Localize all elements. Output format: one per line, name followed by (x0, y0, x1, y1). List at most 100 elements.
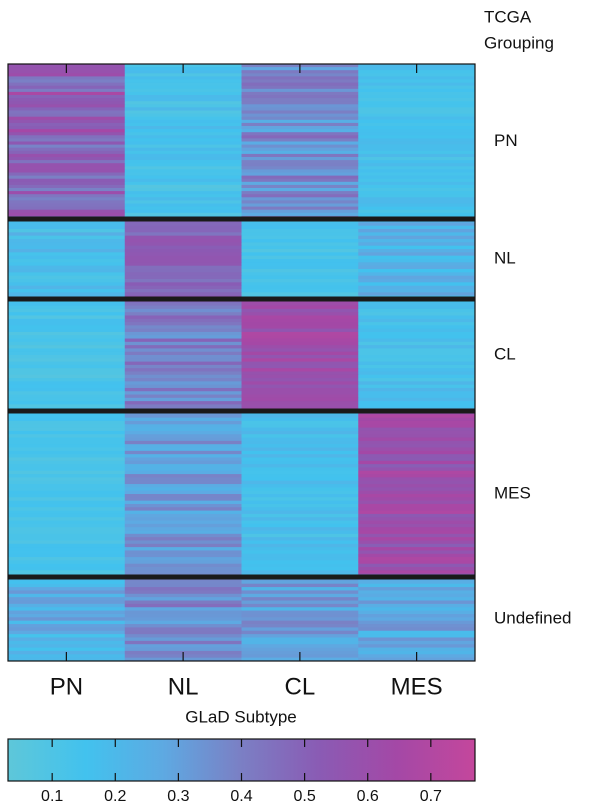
heatmap-cell (241, 206, 359, 211)
heatmap-cell (358, 141, 476, 146)
heatmap-cell (241, 141, 359, 146)
heatmap-cell (358, 460, 476, 465)
heatmap-cell (8, 282, 126, 287)
heatmap-cell (124, 627, 242, 632)
heatmap-cell (124, 184, 242, 189)
heatmap-cell (124, 135, 242, 139)
heatmap-cell (358, 494, 476, 498)
heatmap-cell (8, 184, 126, 189)
heatmap-cell (124, 113, 242, 118)
colorbar-tick-label: 0.2 (104, 788, 126, 805)
heatmap-cell (241, 517, 359, 522)
heatmap-cell (124, 553, 242, 558)
heatmap-cell (358, 540, 476, 545)
heatmap-cell (241, 104, 359, 108)
heatmap-cell (8, 464, 126, 468)
heatmap-cell (241, 543, 359, 548)
heatmap-cell (124, 567, 242, 571)
heatmap-cell (241, 289, 359, 293)
heatmap-cell (8, 325, 126, 330)
heatmap-cell (358, 557, 476, 561)
heatmap-cell (358, 480, 476, 485)
heatmap-cell (8, 147, 126, 152)
heatmap-cell (358, 530, 476, 535)
heatmap-cell (241, 245, 359, 250)
heatmap-cell (358, 570, 476, 575)
heatmap-cell (241, 153, 359, 158)
heatmap-cell (241, 181, 359, 186)
heatmap-cell (8, 437, 126, 442)
heatmap-cell (358, 500, 476, 505)
heatmap-cell (124, 345, 242, 349)
heatmap-cell (358, 79, 476, 84)
heatmap-cell (358, 144, 476, 149)
heatmap-cell (8, 345, 126, 349)
heatmap-cell (358, 242, 476, 247)
heatmap-cell (124, 464, 242, 468)
heatmap-cell (241, 239, 359, 243)
heatmap-cell (124, 378, 242, 382)
heatmap-cell (241, 119, 359, 124)
x-axis-title: GLaD Subtype (185, 707, 297, 726)
heatmap-cell (124, 252, 242, 257)
heatmap-cell (241, 540, 359, 545)
heatmap-cell (241, 335, 359, 340)
heatmap-cell (124, 225, 242, 230)
heatmap-cell (8, 308, 126, 313)
heatmap-cell (358, 153, 476, 158)
heatmap-cell (8, 262, 126, 267)
heatmap-cell (358, 434, 476, 439)
heatmap-cell (358, 547, 476, 551)
heatmap-cell (358, 587, 476, 591)
colorbar-tick-label: 0.5 (293, 788, 315, 805)
heatmap-cell (358, 647, 476, 652)
heatmap-cell (8, 603, 126, 608)
heatmap-cell (358, 464, 476, 468)
heatmap-cell (8, 480, 126, 485)
heatmap-cell (8, 543, 126, 548)
heatmap-cell (124, 503, 242, 508)
heatmap-cell (124, 507, 242, 512)
heatmap-cell (124, 200, 242, 204)
heatmap-cell (241, 567, 359, 571)
heatmap-cell (241, 617, 359, 622)
heatmap-cell (124, 533, 242, 538)
heatmap-cell (358, 147, 476, 152)
heatmap-cell (241, 322, 359, 326)
heatmap-cell (8, 401, 126, 405)
heatmap-cell (358, 85, 476, 90)
heatmap-cell (358, 417, 476, 422)
heatmap-cell (358, 209, 476, 214)
heatmap-cell (241, 361, 359, 366)
heatmap-cell (241, 600, 359, 605)
heatmap-cell (358, 305, 476, 310)
heatmap-cell (358, 269, 476, 273)
heatmap-cell (241, 331, 359, 336)
heatmap-cell (241, 430, 359, 435)
heatmap-cell (8, 101, 126, 105)
heatmap-cell (358, 175, 476, 180)
heatmap-cell (8, 607, 126, 612)
heatmap-cell (124, 308, 242, 313)
heatmap-cell (358, 272, 476, 277)
heatmap-cell (358, 517, 476, 522)
heatmap-cell (358, 292, 476, 297)
heatmap-cell (124, 597, 242, 602)
heatmap-cell (124, 557, 242, 561)
heatmap-cell (358, 132, 476, 136)
heatmap-cell (124, 434, 242, 439)
heatmap-cell (241, 537, 359, 541)
heatmap-cell (358, 135, 476, 139)
heatmap-cell (124, 414, 242, 419)
heatmap-cell (124, 348, 242, 353)
heatmap-cell (124, 166, 242, 170)
heatmap-cell (8, 348, 126, 353)
heatmap-cell (124, 527, 242, 532)
heatmap-cell (8, 553, 126, 558)
heatmap-cell (241, 107, 359, 111)
heatmap-cell (358, 613, 476, 618)
heatmap-cell (358, 225, 476, 230)
heatmap-cell (124, 116, 242, 121)
heatmap-cell (241, 132, 359, 136)
heatmap-cell (124, 607, 242, 612)
